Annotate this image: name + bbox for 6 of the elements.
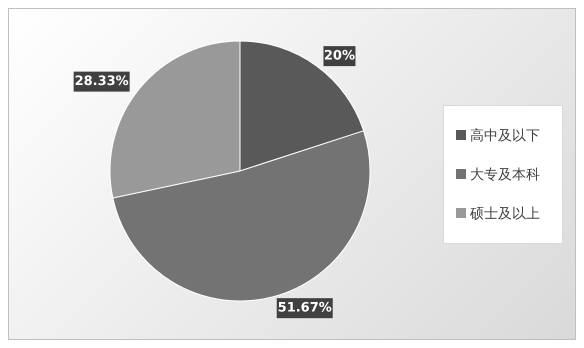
- data-label: 51.67%: [278, 300, 332, 316]
- data-label: 28.33%: [74, 74, 129, 90]
- legend-label: 高中及以下: [470, 128, 540, 144]
- legend-label: 硕士及以上: [470, 206, 540, 222]
- legend-label: 大专及本科: [470, 166, 540, 182]
- data-label: 20%: [324, 48, 356, 64]
